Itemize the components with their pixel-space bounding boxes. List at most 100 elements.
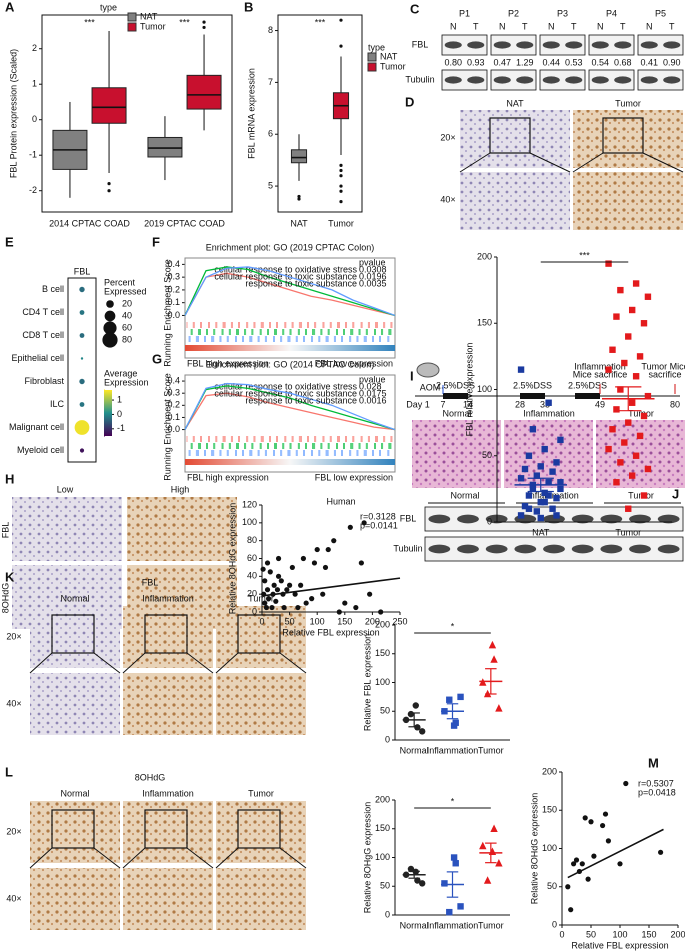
data-point xyxy=(264,560,271,566)
y-tick-label: -2 xyxy=(29,185,37,195)
y-tick-label: 0 xyxy=(385,909,390,919)
legend-value: 0.0035 xyxy=(359,278,387,288)
outlier xyxy=(297,197,301,201)
legend-label: -1 xyxy=(117,423,125,433)
data-point xyxy=(441,880,448,887)
micrograph xyxy=(30,801,120,863)
dss-block xyxy=(575,393,600,399)
chart-title: Enrichment plot: GO (2014 CPTAC Colon) xyxy=(206,359,374,369)
column-label: Tumor xyxy=(248,788,274,798)
inset-box xyxy=(602,117,644,154)
band-label: Tubulin xyxy=(405,74,434,84)
y-tick-label: 0.1 xyxy=(167,297,180,307)
zoom-line xyxy=(122,847,146,869)
data-point xyxy=(557,436,564,444)
panel-letter: B xyxy=(244,0,253,14)
x-axis-label: FBL high expression xyxy=(187,358,269,368)
x-tick-label: Normal xyxy=(400,745,429,755)
data-point xyxy=(573,857,580,863)
lane-label: N xyxy=(499,21,506,31)
zoom-line xyxy=(186,652,214,674)
data-point xyxy=(517,366,525,373)
y-tick-label: 0.4 xyxy=(167,375,180,385)
panel-letter: K xyxy=(5,569,15,584)
blot-band xyxy=(485,544,508,554)
rank-strip xyxy=(185,459,395,465)
y-tick-label: 100 xyxy=(375,852,390,862)
y-tick-label: 6 xyxy=(268,129,273,139)
data-point xyxy=(537,498,544,506)
lane-label: T xyxy=(571,21,577,31)
chart-title: FBL xyxy=(74,266,91,276)
zoom-line xyxy=(279,652,307,674)
legend-value: 0.028 xyxy=(359,381,382,391)
data-point xyxy=(541,498,548,506)
panel-letter: A xyxy=(5,0,15,14)
blot-band xyxy=(516,76,534,84)
y-tick-label: CD4 T cell xyxy=(22,307,64,317)
size-key xyxy=(104,310,116,322)
data-point xyxy=(483,876,492,884)
data-point xyxy=(264,587,271,593)
blot-band xyxy=(571,514,594,524)
data-point xyxy=(525,492,533,499)
panel-letter: C xyxy=(410,1,420,16)
box xyxy=(290,149,308,164)
y-tick-label: 0.2 xyxy=(167,284,180,294)
x-tick-label: 200 xyxy=(365,616,380,626)
y-tick-label: 0 xyxy=(32,114,37,124)
legend-swatch xyxy=(367,62,377,72)
zoom-line xyxy=(93,847,121,869)
y-tick-label: -1 xyxy=(29,150,37,160)
y-tick-label: B cell xyxy=(42,284,64,294)
data-point xyxy=(605,838,612,844)
data-point xyxy=(325,546,331,553)
legend-title: pvalue xyxy=(359,374,386,384)
y-tick-label: 0.3 xyxy=(167,272,180,282)
data-point xyxy=(300,555,306,562)
y-axis-label: FBL mRNA expression xyxy=(246,68,256,159)
panel-letter: G xyxy=(152,351,162,366)
data-point xyxy=(262,578,268,584)
y-axis-label: FBL relative expression xyxy=(464,343,474,437)
legend-swatch xyxy=(127,12,137,22)
micrograph xyxy=(123,801,213,863)
zoom-line xyxy=(215,847,239,869)
data-point xyxy=(361,520,367,526)
data-point xyxy=(621,439,628,446)
data-point xyxy=(358,560,364,566)
blot xyxy=(441,34,488,56)
data-point xyxy=(623,780,629,787)
image-title: 8OHdG xyxy=(135,772,166,782)
day-label: 14 xyxy=(463,399,473,409)
image-label: Inflammation xyxy=(523,408,575,418)
column-label: Inflammation xyxy=(142,788,194,798)
column-label: Normal xyxy=(60,788,89,798)
colorbar-stop xyxy=(104,435,105,437)
data-point xyxy=(347,524,353,530)
x-tick-label: Inflammation xyxy=(427,745,479,755)
y-tick-label: 0 xyxy=(487,516,492,526)
patient-label: P1 xyxy=(459,8,470,18)
legend-title: pvalue xyxy=(359,257,386,267)
legend-value: 0.0175 xyxy=(359,388,387,398)
panel-letter: J xyxy=(672,486,679,501)
dot xyxy=(80,357,84,360)
data-point xyxy=(533,472,541,479)
significance: *** xyxy=(315,17,326,27)
box xyxy=(147,136,183,158)
blot-band xyxy=(493,41,511,49)
y-tick-label: 100 xyxy=(542,843,557,853)
panel-letter: M xyxy=(648,755,659,770)
dss-label: 2.5%DSS xyxy=(568,380,607,390)
x-tick-label: Normal xyxy=(400,920,429,930)
blot xyxy=(539,34,586,56)
legend-label: NAT xyxy=(140,11,158,21)
dss-block xyxy=(443,393,468,399)
y-tick-label: Fibroblast xyxy=(24,376,64,386)
row-label: 20× xyxy=(6,826,21,836)
x-axis-label: FBL low expression xyxy=(315,472,393,482)
ratio-label: 0.41 xyxy=(640,57,658,67)
data-point xyxy=(628,306,636,314)
